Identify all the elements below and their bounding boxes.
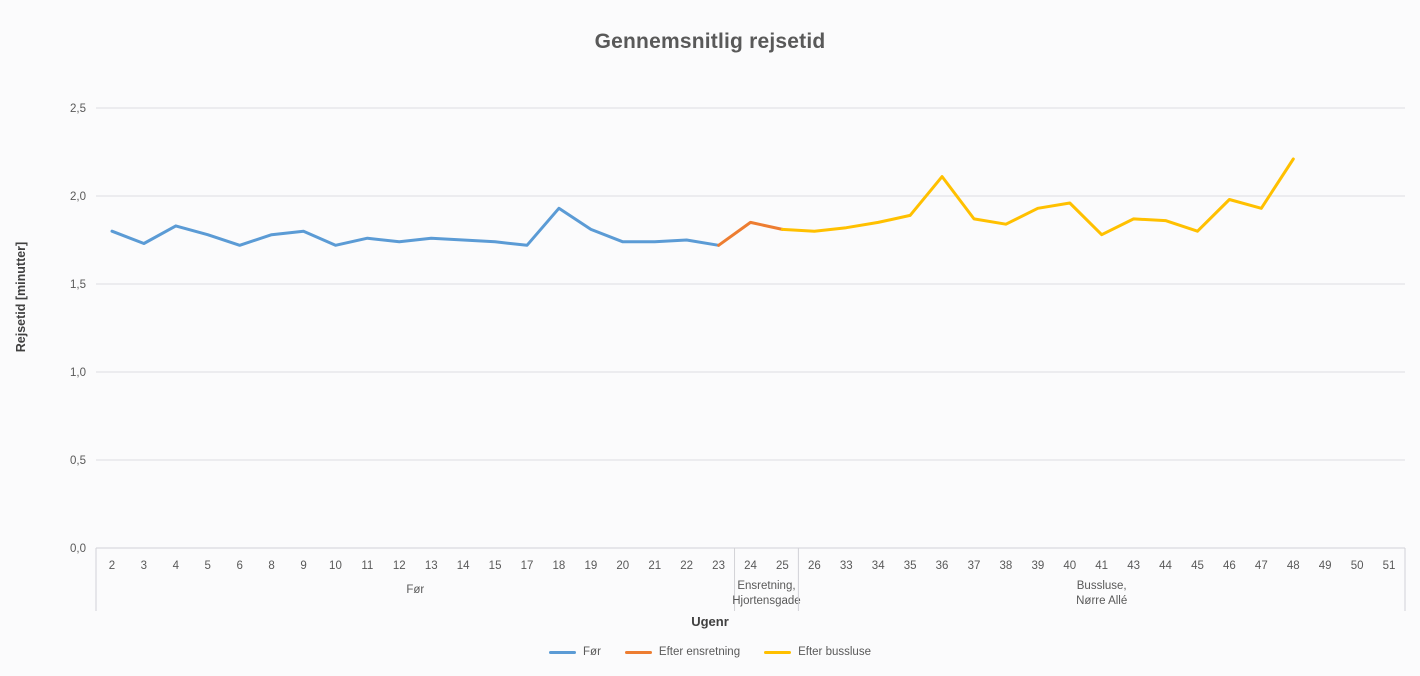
x-tick-label: 41 — [1095, 560, 1108, 572]
y-tick-label: 0,0 — [70, 543, 86, 555]
x-tick-label: 15 — [489, 560, 502, 572]
legend-swatch-for — [549, 650, 577, 654]
y-tick-label: 0,5 — [70, 455, 86, 467]
legend-swatch-efter-ensretning — [624, 650, 652, 654]
x-tick-label: 50 — [1351, 560, 1364, 572]
x-tick-label: 10 — [329, 560, 342, 572]
x-tick-label: 20 — [616, 560, 629, 572]
legend-label: Efter ensretning — [658, 646, 741, 658]
x-tick-label: 17 — [521, 560, 534, 572]
x-tick-label: 25 — [776, 560, 789, 572]
x-tick-label: 48 — [1287, 560, 1300, 572]
group-label: Ensretning, — [737, 580, 795, 592]
legend-item-efter-bussluse: Efter bussluse — [764, 646, 871, 658]
x-tick-label: 43 — [1127, 560, 1140, 572]
x-tick-label: 46 — [1223, 560, 1236, 572]
legend-item-for: Før — [549, 646, 601, 658]
x-tick-label: 14 — [457, 560, 470, 572]
x-tick-label: 6 — [236, 560, 242, 572]
legend: Før Efter ensretning Efter bussluse — [0, 646, 1420, 658]
x-tick-label: 44 — [1159, 560, 1172, 572]
x-tick-label: 9 — [300, 560, 306, 572]
x-tick-label: 11 — [361, 560, 373, 572]
group-label: Nørre Allé — [1076, 595, 1127, 607]
y-tick-label: 1,5 — [70, 279, 86, 291]
group-label: Før — [406, 584, 424, 596]
x-tick-label: 51 — [1383, 560, 1396, 572]
x-tick-label: 34 — [872, 560, 885, 572]
x-tick-label: 38 — [1000, 560, 1013, 572]
x-tick-label: 26 — [808, 560, 821, 572]
legend-label: Efter bussluse — [798, 646, 871, 658]
y-tick-label: 1,0 — [70, 367, 86, 379]
x-tick-label: 4 — [173, 560, 180, 572]
x-axis-title: Ugenr — [691, 614, 729, 629]
x-tick-label: 22 — [680, 560, 693, 572]
x-tick-label: 33 — [840, 560, 853, 572]
legend-label: Før — [583, 646, 601, 658]
x-tick-label: 8 — [268, 560, 274, 572]
y-tick-label: 2,0 — [70, 191, 86, 203]
x-tick-label: 36 — [936, 560, 949, 572]
x-tick-label: 49 — [1319, 560, 1332, 572]
x-tick-label: 3 — [141, 560, 147, 572]
x-tick-label: 24 — [744, 560, 757, 572]
group-label: Hjortensgade — [732, 595, 800, 607]
y-tick-label: 2,5 — [70, 103, 86, 115]
chart-title: Gennemsnitlig rejsetid — [594, 30, 826, 53]
x-tick-label: 12 — [393, 560, 406, 572]
series-line-for — [110, 206, 721, 247]
series-line-efter-bussluse — [780, 157, 1295, 237]
x-tick-label: 35 — [904, 560, 917, 572]
x-tick-label: 18 — [553, 560, 566, 572]
x-tick-label: 39 — [1031, 560, 1044, 572]
x-tick-label: 5 — [205, 560, 211, 572]
x-tick-label: 21 — [648, 560, 661, 572]
x-tick-label: 45 — [1191, 560, 1204, 572]
x-tick-label: 47 — [1255, 560, 1268, 572]
group-label: Bussluse, — [1077, 580, 1127, 592]
x-tick-label: 13 — [425, 560, 438, 572]
series-line-efter-ensretning — [717, 220, 784, 247]
x-tick-label: 2 — [109, 560, 115, 572]
legend-swatch-efter-bussluse — [764, 650, 792, 654]
x-tick-label: 40 — [1063, 560, 1076, 572]
legend-item-efter-ensretning: Efter ensretning — [624, 646, 741, 658]
x-tick-label: 19 — [584, 560, 597, 572]
x-tick-label: 37 — [968, 560, 981, 572]
x-tick-label: 23 — [712, 560, 725, 572]
